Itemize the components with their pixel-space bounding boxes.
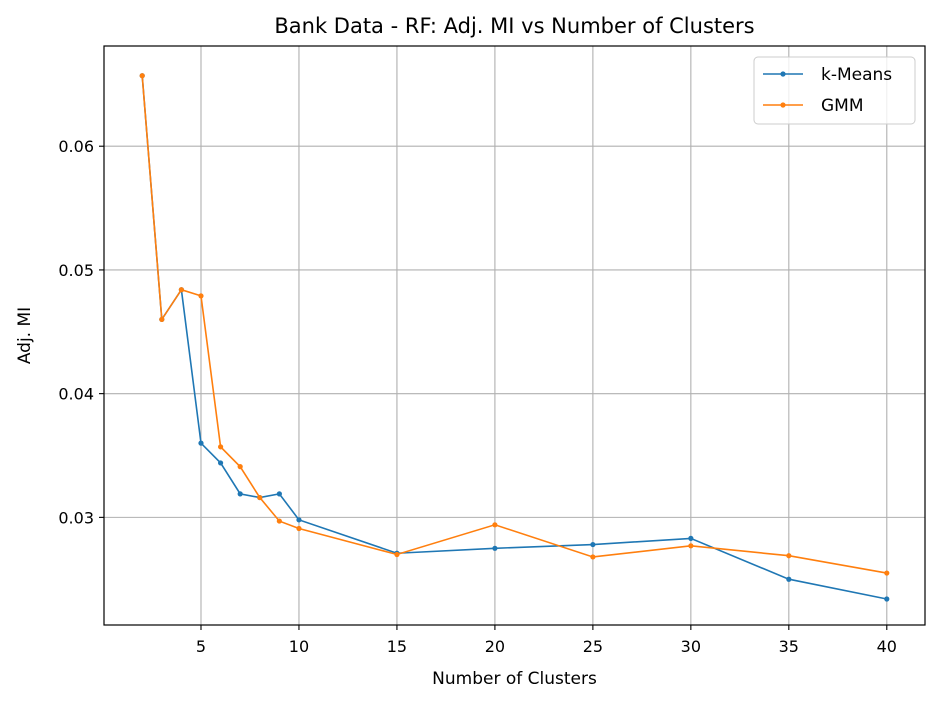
data-point: [296, 517, 302, 523]
data-point: [198, 293, 204, 299]
data-point: [688, 535, 694, 541]
data-point: [257, 494, 263, 501]
legend: k-Means GMM: [753, 56, 916, 125]
x-tick-label: 40: [877, 637, 897, 656]
x-tick-label: 20: [485, 637, 505, 656]
data-point: [237, 491, 243, 497]
y-tick-label: 0.05: [58, 261, 94, 280]
data-point: [296, 525, 302, 532]
chart-title: Bank Data - RF: Adj. MI vs Number of Clu…: [274, 14, 754, 38]
data-point: [178, 287, 184, 293]
legend-swatch-marker: [780, 71, 786, 77]
x-tick-label: 5: [196, 637, 206, 656]
data-point: [159, 316, 165, 323]
data-point: [492, 545, 498, 551]
data-point: [276, 518, 282, 524]
data-point: [884, 570, 890, 576]
data-point: [590, 541, 596, 548]
plot-frame: [103, 45, 926, 626]
x-tick-label: 10: [289, 637, 309, 656]
x-tick-label: 25: [583, 637, 603, 656]
data-point: [786, 553, 792, 559]
legend-label: k-Means: [821, 65, 892, 85]
data-point: [884, 596, 890, 602]
grid: [104, 46, 925, 625]
x-tick-label: 30: [681, 637, 701, 656]
x-tick-label: 35: [779, 637, 799, 656]
data-point: [139, 73, 145, 79]
y-tick-label: 0.03: [58, 508, 94, 527]
data-point: [217, 444, 224, 450]
data-point: [198, 440, 204, 446]
data-point: [492, 522, 498, 528]
y-tick-label: 0.04: [58, 385, 94, 404]
y-axis-label: Adj. MI: [15, 307, 35, 364]
x-tick-label: 15: [387, 637, 407, 656]
data-point: [786, 576, 792, 582]
data-point: [237, 464, 243, 470]
legend-swatch-marker: [780, 102, 786, 108]
x-axis-label: Number of Clusters: [432, 669, 597, 689]
data-point: [217, 460, 224, 466]
series-gmm: [139, 73, 890, 576]
data-point: [590, 554, 596, 560]
legend-label: GMM: [821, 96, 864, 116]
data-point: [276, 491, 282, 497]
series-layer: [139, 73, 890, 602]
ticks: 5 10 15 20 25 30 35 40 0.03 0.04 0.05 0.06: [58, 137, 897, 656]
y-tick-label: 0.06: [58, 137, 94, 156]
data-point: [394, 551, 400, 558]
data-point: [688, 543, 694, 549]
